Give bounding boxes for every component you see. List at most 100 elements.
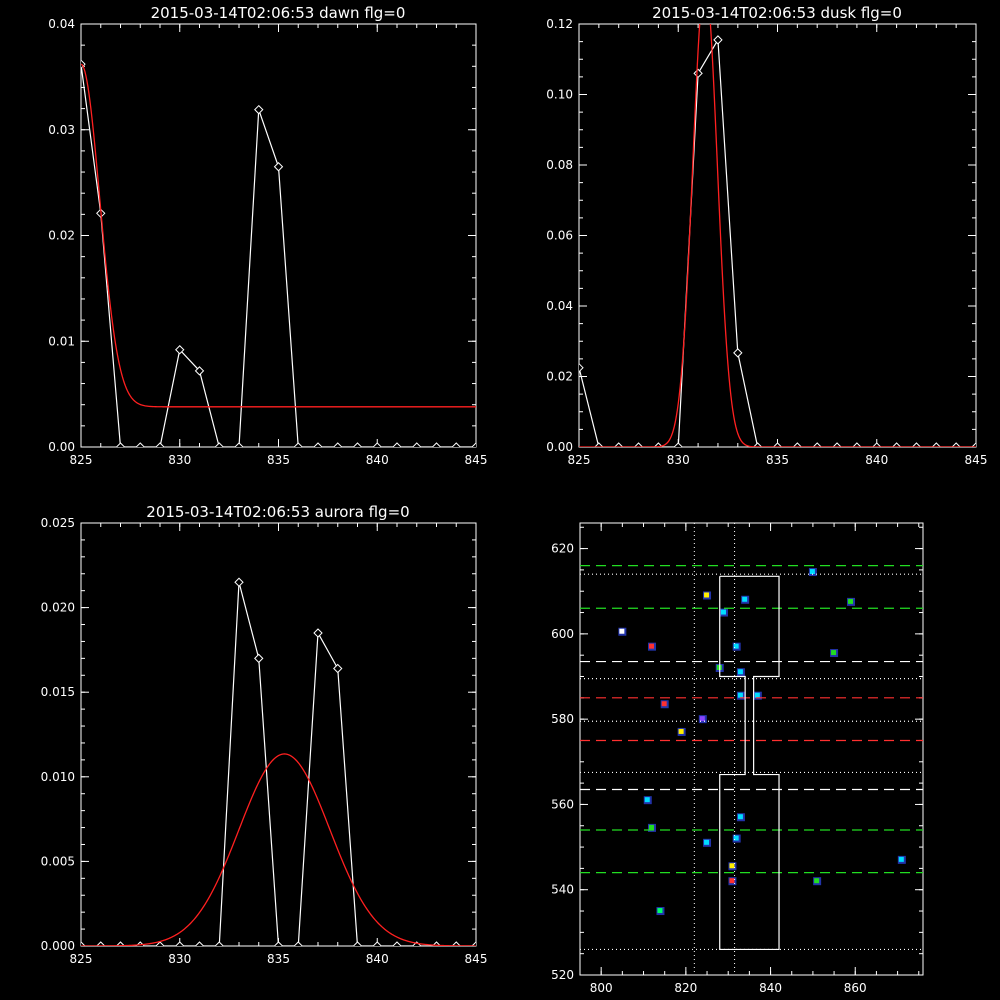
image-pixel [737, 692, 743, 698]
x-tick-label: 835 [766, 453, 789, 467]
plot-frame [80, 522, 477, 947]
x-tick-label: 830 [667, 453, 690, 467]
y-tick-label: 560 [551, 797, 574, 811]
data-point-marker [713, 35, 723, 45]
image-pixel [814, 878, 820, 884]
data-point-marker [135, 442, 145, 447]
slit-outline [719, 575, 780, 951]
x-tick-label: 835 [267, 453, 290, 467]
plot-area [81, 59, 476, 447]
y-tick-label: 0.00 [546, 440, 573, 454]
data-point-marker [579, 362, 584, 373]
y-tick-label: 520 [551, 968, 574, 982]
data-point-marker [293, 442, 303, 447]
data-point-marker [214, 941, 224, 946]
y-tick-label: 0.025 [41, 516, 75, 530]
data-point-marker [175, 941, 185, 946]
y-tick-label: 0.005 [41, 854, 75, 868]
image-area [580, 523, 923, 975]
data-point-marker [115, 442, 126, 447]
y-tick-label: 0.000 [41, 939, 75, 953]
image-pixel [648, 643, 654, 649]
fit-curve [579, 24, 976, 447]
data-point-marker [852, 442, 862, 447]
y-tick-label: 0.020 [41, 601, 75, 615]
data-point-marker [81, 941, 86, 946]
data-point-marker [412, 941, 422, 946]
image-pixel [742, 596, 748, 602]
image-pixel [704, 592, 710, 598]
data-point-marker [81, 59, 86, 69]
data-point-marker [594, 442, 604, 447]
x-tick-label: 835 [267, 952, 290, 966]
image-pixel [809, 569, 815, 575]
image-pixel [733, 835, 739, 841]
data-point-marker [372, 941, 382, 946]
data-point-marker [733, 348, 743, 358]
x-tick-label: 840 [759, 981, 782, 995]
image-pixel [737, 814, 743, 820]
y-tick-label: 0.12 [546, 17, 573, 31]
y-tick-label: 0.08 [546, 158, 573, 172]
data-point-marker [772, 442, 783, 447]
data-point-marker [812, 442, 822, 447]
data-point-marker [293, 941, 303, 946]
aurora-spectrum-panel: 2015-03-14T02:06:53 aurora flg=0 825 830 83… [41, 503, 488, 966]
image-pixel [678, 728, 684, 734]
y-tick-label: 0.03 [48, 123, 75, 137]
data-point-marker [273, 162, 284, 172]
y-tick-label: 0.04 [546, 299, 573, 313]
image-pixel [644, 797, 650, 803]
data-point-marker [115, 941, 126, 946]
data-point-marker [194, 366, 205, 376]
image-pixel [733, 643, 739, 649]
plot-area [579, 24, 976, 447]
data-point-marker [633, 442, 644, 447]
data-point-marker [313, 628, 323, 638]
data-point-marker [135, 941, 145, 946]
data-point-marker [792, 442, 803, 447]
x-tick-label: 860 [844, 981, 867, 995]
image-pixel [720, 609, 726, 615]
y-tick-label: 0.010 [41, 770, 75, 784]
x-tick-label: 830 [168, 952, 191, 966]
data-point-marker [832, 442, 842, 447]
plot-frame [579, 522, 924, 976]
fit-curve [81, 63, 476, 408]
data-point-marker [333, 442, 343, 447]
image-pixel [619, 628, 625, 634]
image-pixel [754, 692, 760, 698]
data-point-marker [175, 345, 185, 355]
chart-title: 2015-03-14T02:06:53 dawn flg=0 [151, 4, 406, 22]
x-tick-label: 820 [674, 981, 697, 995]
data-point-marker [971, 442, 976, 447]
dusk-spectrum-panel: 2015-03-14T02:06:53 dusk flg=0 825 830 835 8… [546, 4, 987, 467]
y-tick-label: 0.015 [41, 685, 75, 699]
data-point-marker [613, 442, 624, 447]
data-point-marker [931, 442, 942, 447]
data-point-marker [352, 941, 363, 946]
image-pixel [704, 839, 710, 845]
y-tick-label: 0.00 [48, 440, 75, 454]
y-tick-label: 0.04 [48, 17, 75, 31]
image-pixel [661, 701, 667, 707]
data-point-marker [254, 653, 264, 664]
data-point-marker [891, 442, 902, 447]
x-tick-label: 825 [70, 952, 93, 966]
plot-area [81, 577, 476, 946]
image-pixel [699, 716, 705, 722]
x-tick-label: 840 [366, 453, 389, 467]
data-point-marker [254, 104, 264, 115]
x-tick-label: 825 [568, 453, 591, 467]
data-point-marker [431, 442, 442, 447]
data-point-marker [155, 442, 165, 447]
y-tick-label: 0.01 [48, 334, 75, 348]
data-point-marker [412, 442, 422, 447]
image-pixel [898, 856, 904, 862]
x-tick-label: 800 [590, 981, 613, 995]
image-pixel [737, 669, 743, 675]
data-point-marker [951, 442, 961, 447]
data-point-marker [392, 941, 402, 946]
data-point-marker [392, 442, 402, 447]
